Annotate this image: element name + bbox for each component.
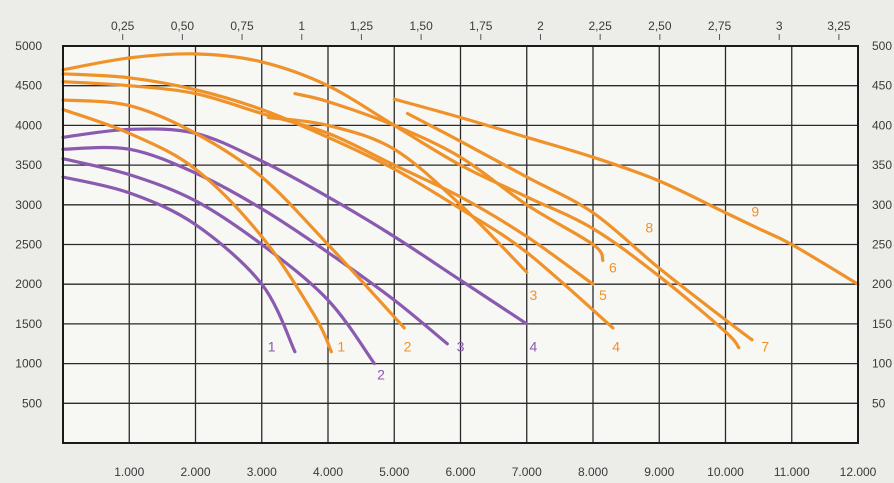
y-tick-label: 3500 [15,158,42,172]
x-tick-label: 4.000 [313,465,343,479]
right-tick-label: 350 [872,158,892,172]
curve-label-purple-2: 2 [377,366,385,382]
x-tick-label: 1.000 [114,465,144,479]
plot-frame [62,45,859,444]
curve-label-orange-4: 4 [612,339,620,355]
x-tick-label: 2.000 [180,465,210,479]
top-tick-label: 2,75 [708,19,732,33]
x-tick-label: 3.000 [247,465,277,479]
series-line-orange-7 [61,52,741,350]
x-tick-label: 8.000 [578,465,608,479]
y-tick-label: 2000 [15,277,42,291]
x-tick-label: 5.000 [379,465,409,479]
curve-label-purple-3: 3 [457,339,465,355]
top-tick-label: 0,25 [111,19,135,33]
bottom-axis-ticks: 1.000 2.000 3.000 4.000 5.000 6.000 7.000 8.000… [114,465,876,479]
series-line-orange-8 [405,111,754,342]
right-tick-label: 150 [872,317,892,331]
right-tick-label: 400 [872,118,892,132]
series-lines [61,52,860,366]
x-tick-label: 6.000 [445,465,475,479]
top-tick-label: 1,75 [469,19,493,33]
y-tick-label: 2500 [15,238,42,252]
series-line-purple-2 [61,157,376,366]
curve-label-orange-2: 2 [404,339,412,355]
curve-label-orange-1: 1 [337,339,345,355]
top-tick-label: 0,75 [230,19,254,33]
curve-label-orange-6: 6 [609,259,617,275]
series-line-orange-2 [61,98,406,330]
top-tick-label: 2,50 [648,19,672,33]
right-axis-ticks: 50 100 150 200 250 300 350 400 450 500 [872,39,892,410]
curve-label-orange-9: 9 [751,204,759,220]
top-tick-label: 1 [298,19,305,33]
right-tick-label: 500 [872,39,892,53]
series-line-orange-1 [61,107,333,354]
y-tick-label: 1500 [15,317,42,331]
x-tick-label: 7.000 [512,465,542,479]
top-tick-label: 0,50 [171,19,195,33]
curve-label-orange-5: 5 [599,287,607,303]
series-line-purple-4 [61,127,529,326]
left-axis-ticks: 500 1000 1500 2000 2500 3000 3500 4000 4500 5000 [15,39,42,410]
right-tick-label: 450 [872,79,892,93]
y-tick-label: 3000 [15,198,42,212]
series-line-orange-9 [392,97,860,286]
series-line-orange-3 [266,115,529,274]
top-tick-label: 1,25 [350,19,374,33]
curve-labels: 1 2 3 4 1 2 3 4 56 7 8 9 [268,204,770,383]
curve-label-purple-1: 1 [268,339,276,355]
x-tick-label: 10.000 [707,465,744,479]
x-tick-label: 12.000 [840,465,877,479]
top-tick-label: 2 [537,19,544,33]
right-tick-label: 50 [872,396,886,410]
top-tick-label: 2,25 [588,19,612,33]
series-line-orange-6 [293,92,605,262]
y-tick-label: 1000 [15,357,42,371]
series-line-purple-1 [61,175,297,354]
right-tick-label: 250 [872,238,892,252]
series-line-purple-3 [61,145,449,346]
top-tick-label: 1,50 [409,19,433,33]
y-tick-label: 5000 [15,39,42,53]
series-line-orange-5 [61,80,595,286]
curve-label-orange-7: 7 [761,339,769,355]
curve-label-orange-8: 8 [645,220,653,236]
right-tick-label: 200 [872,277,892,291]
x-tick-label: 11.000 [774,465,810,479]
top-tick-label: 3 [776,19,783,33]
series-line-orange-4 [61,72,615,330]
top-tick-label: 3,25 [827,19,851,33]
right-tick-label: 300 [872,198,892,212]
y-tick-label: 4500 [15,79,42,93]
curve-label-orange-3: 3 [529,287,537,303]
top-axis-ticks: 0,25 0,50 0,75 1 1,25 1,50 1,75 2 2,25 2,50 2,75 3 3… [111,19,851,40]
y-tick-label: 500 [22,396,42,410]
x-tick-label: 9.000 [644,465,674,479]
curve-label-purple-4: 4 [529,339,537,355]
y-tick-label: 4000 [15,118,42,132]
right-tick-label: 100 [872,357,892,371]
